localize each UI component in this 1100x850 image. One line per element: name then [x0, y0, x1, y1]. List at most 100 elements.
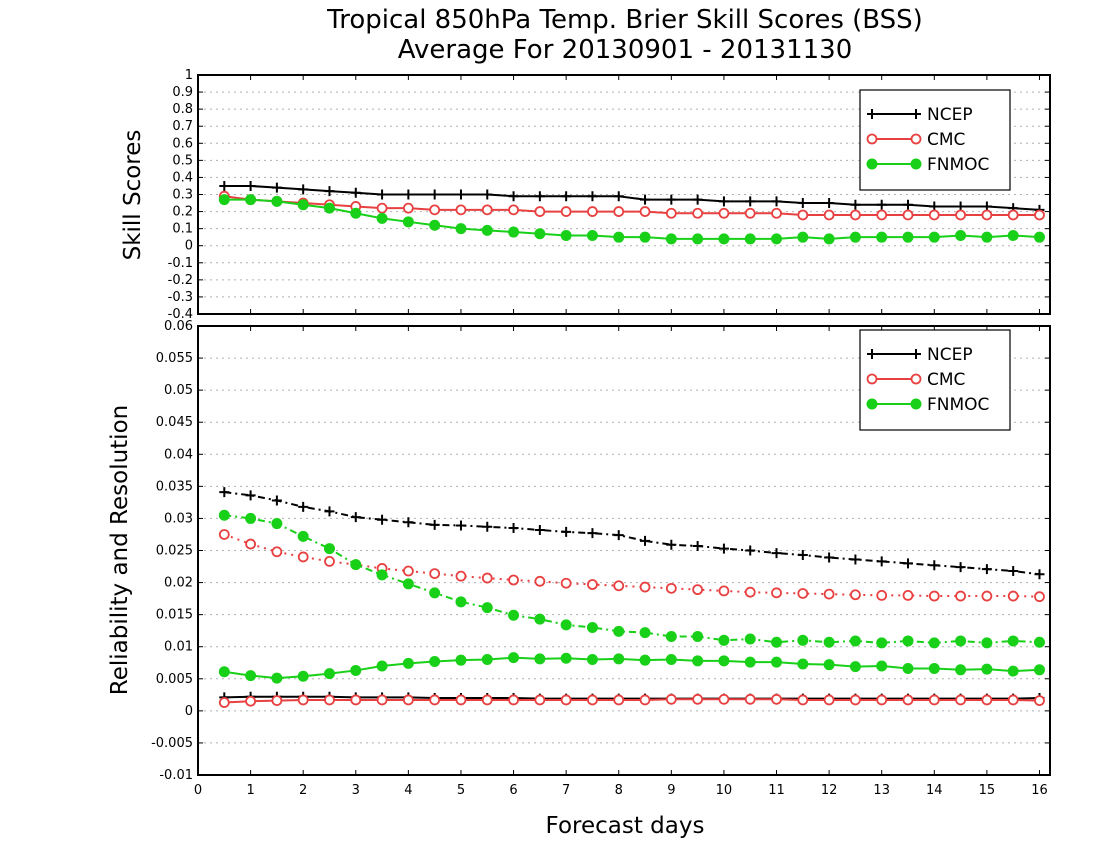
point-fnmoc — [981, 231, 993, 243]
series-group — [218, 180, 1045, 245]
point-fnmoc — [350, 559, 362, 571]
y-tick-label: 0.3 — [172, 188, 193, 203]
point-fnmoc — [376, 660, 388, 672]
legend-label: CMC — [927, 130, 965, 150]
point-fnmoc — [797, 658, 809, 670]
point-ncep — [876, 199, 887, 210]
point-fnmoc — [245, 512, 257, 524]
point-cmc — [534, 206, 546, 217]
point-fnmoc — [297, 530, 309, 542]
point-fnmoc — [508, 652, 520, 664]
point-ncep — [298, 184, 309, 195]
point-ncep — [666, 194, 677, 205]
point-cmc — [718, 585, 730, 597]
point-ncep — [745, 545, 756, 556]
point-ncep — [692, 194, 703, 205]
point-fnmoc — [271, 518, 283, 530]
point-cmc — [481, 694, 493, 706]
point-cmc — [850, 694, 861, 706]
point-ncep — [482, 189, 493, 200]
y-tick-label: 0.025 — [156, 544, 193, 559]
point-cmc — [297, 551, 309, 563]
point-cmc — [797, 209, 809, 221]
series-line-ncep-resolution — [224, 491, 1040, 576]
point-ncep — [771, 196, 782, 207]
point-cmc — [823, 209, 835, 221]
point-ncep — [903, 199, 913, 210]
x-tick-label: 11 — [768, 783, 785, 798]
point-cmc — [744, 207, 756, 219]
point-ncep — [1034, 569, 1045, 580]
point-fnmoc — [534, 228, 546, 240]
point-cmc — [455, 694, 467, 706]
point-ncep — [561, 191, 572, 202]
point-ncep — [718, 543, 729, 554]
point-cmc — [955, 590, 966, 602]
series-line-fnmoc-resolution — [224, 514, 1040, 644]
point-fnmoc — [981, 637, 993, 649]
point-fnmoc — [823, 636, 835, 648]
point-ncep — [640, 535, 651, 546]
point-cmc — [850, 589, 861, 601]
legend-label: FNMOC — [927, 395, 989, 415]
x-tick-label: 9 — [667, 783, 675, 798]
point-fnmoc — [823, 233, 835, 245]
legend-label: CMC — [927, 370, 965, 390]
point-cmc — [692, 693, 704, 705]
point-ncep — [613, 530, 624, 541]
y-tick-label: 0.06 — [164, 319, 193, 334]
point-fnmoc — [1007, 635, 1019, 647]
point-fnmoc — [534, 653, 546, 665]
point-fnmoc — [718, 634, 730, 646]
point-fnmoc — [928, 663, 940, 675]
point-cmc — [218, 697, 230, 708]
point-fnmoc — [613, 653, 625, 665]
y-tick-label: -0.3 — [168, 290, 193, 305]
point-ncep — [271, 182, 282, 193]
point-cmc — [771, 587, 782, 599]
y-tick-label: 0.01 — [164, 640, 193, 655]
plot-frame — [197, 325, 1051, 776]
point-cmc — [271, 546, 283, 558]
point-fnmoc — [876, 231, 888, 243]
point-cmc — [797, 694, 809, 706]
point-ncep — [429, 189, 440, 200]
point-fnmoc — [350, 207, 362, 219]
point-cmc — [587, 694, 598, 706]
point-ncep — [482, 521, 493, 532]
point-ncep — [824, 198, 835, 209]
point-fnmoc — [586, 621, 598, 633]
x-tick-label: 8 — [615, 783, 623, 798]
point-cmc — [218, 529, 230, 540]
point-fnmoc — [534, 613, 546, 625]
point-ncep — [666, 539, 677, 550]
point-fnmoc — [771, 233, 783, 245]
point-fnmoc — [350, 664, 362, 676]
point-cmc — [376, 202, 388, 214]
x-tick-label: 4 — [404, 783, 412, 798]
y-tick-label: 0.6 — [172, 136, 193, 151]
point-ncep — [298, 501, 309, 512]
point-ncep — [219, 487, 230, 498]
point-cmc — [402, 202, 414, 214]
point-cmc — [850, 209, 861, 221]
point-ncep — [455, 189, 466, 200]
point-cmc — [455, 570, 467, 582]
point-fnmoc — [429, 655, 441, 667]
point-fnmoc — [955, 664, 967, 676]
y-tick-label: 1 — [185, 68, 193, 83]
point-cmc — [876, 209, 888, 221]
point-cmc — [534, 575, 546, 587]
x-tick-label: 5 — [457, 783, 465, 798]
point-fnmoc — [218, 666, 230, 678]
legend-marker — [911, 349, 921, 359]
point-cmc — [639, 694, 651, 706]
point-ncep — [797, 549, 808, 560]
point-fnmoc — [297, 670, 309, 682]
point-fnmoc — [771, 656, 783, 668]
point-ncep — [534, 191, 545, 202]
point-cmc — [429, 568, 441, 579]
point-fnmoc — [297, 199, 309, 211]
x-tick-label: 16 — [1031, 783, 1048, 798]
point-fnmoc — [665, 654, 677, 666]
